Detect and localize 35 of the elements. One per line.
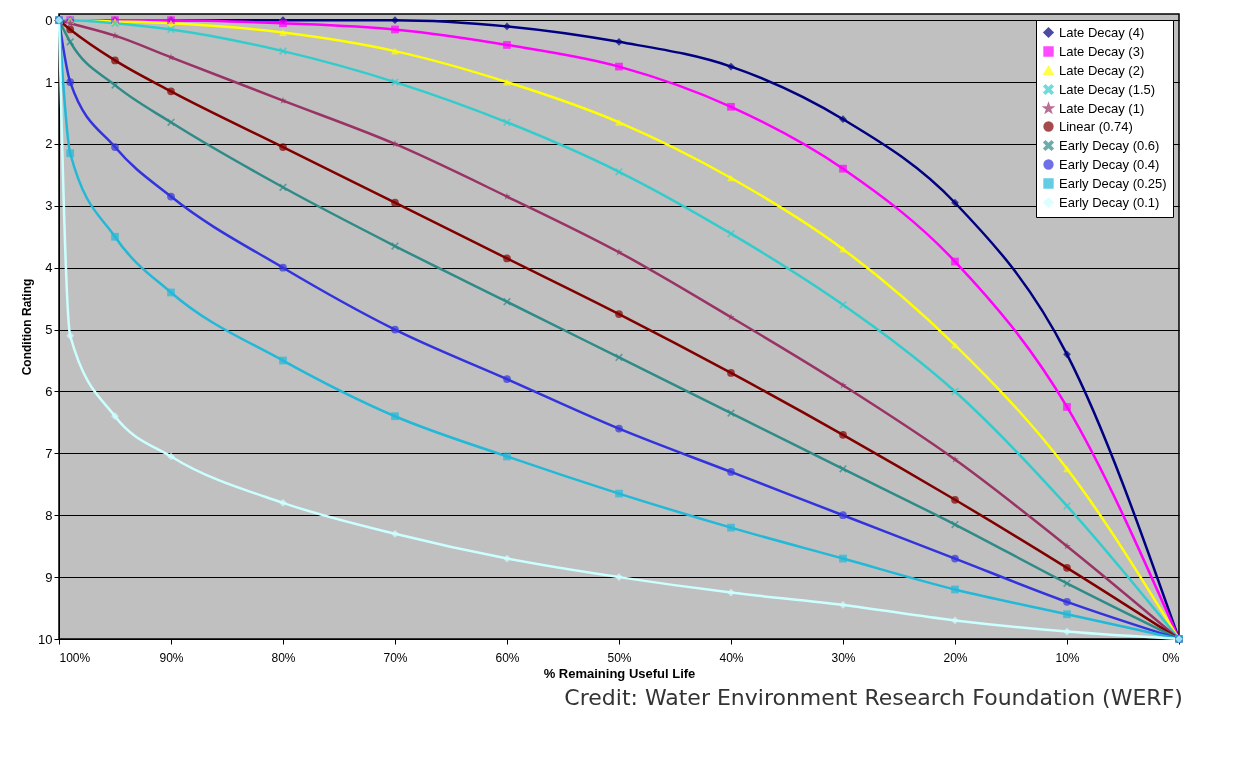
legend-label: Early Decay (0.4) (1059, 156, 1160, 172)
y-tick-label: 1 (45, 74, 53, 90)
y-axis-title: Condition Rating (20, 278, 35, 376)
legend-label: Early Decay (0.6) (1059, 137, 1160, 153)
x-tick-label: 70% (383, 650, 408, 665)
y-tick-label: 7 (45, 445, 53, 461)
y-tick-label: 8 (45, 507, 53, 523)
y-tick-label: 10 (38, 631, 53, 647)
y-tick-label: 3 (45, 198, 53, 214)
text: Credit: Water Environment Research Foundation (WERF) (564, 685, 1183, 710)
y-tick-label: 2 (45, 136, 53, 152)
x-axis-title: % Remaining Useful Life (543, 665, 696, 681)
legend-label: Late Decay (4) (1059, 24, 1145, 40)
x-tick-label: 10% (1055, 650, 1080, 665)
x-tick-label: 100% (59, 650, 91, 665)
y-tick-label: 9 (45, 569, 53, 585)
y-tick-label: 4 (45, 260, 53, 276)
x-tick-label: 20% (943, 650, 968, 665)
legend-label: Late Decay (2) (1059, 62, 1145, 78)
legend-label: Late Decay (1) (1059, 100, 1145, 116)
x-tick-label: 80% (271, 650, 296, 665)
x-tick-label: 0% (1162, 650, 1180, 665)
y-tick-label: 5 (45, 322, 53, 338)
legend-label: Late Decay (1.5) (1059, 81, 1156, 97)
x-tick-label: 60% (495, 650, 520, 665)
x-tick-label: 90% (159, 650, 184, 665)
y-tick-label: 6 (45, 383, 53, 399)
legend-label: Early Decay (0.1) (1059, 194, 1160, 210)
y-tick-label: 0 (45, 12, 53, 28)
legend-label: Linear (0.74) (1059, 118, 1133, 134)
x-tick-label: 40% (719, 650, 744, 665)
x-tick-label: 50% (607, 650, 632, 665)
legend-label: Early Decay (0.25) (1059, 175, 1167, 191)
legend-label: Late Decay (3) (1059, 43, 1145, 59)
x-tick-label: 30% (831, 650, 856, 665)
